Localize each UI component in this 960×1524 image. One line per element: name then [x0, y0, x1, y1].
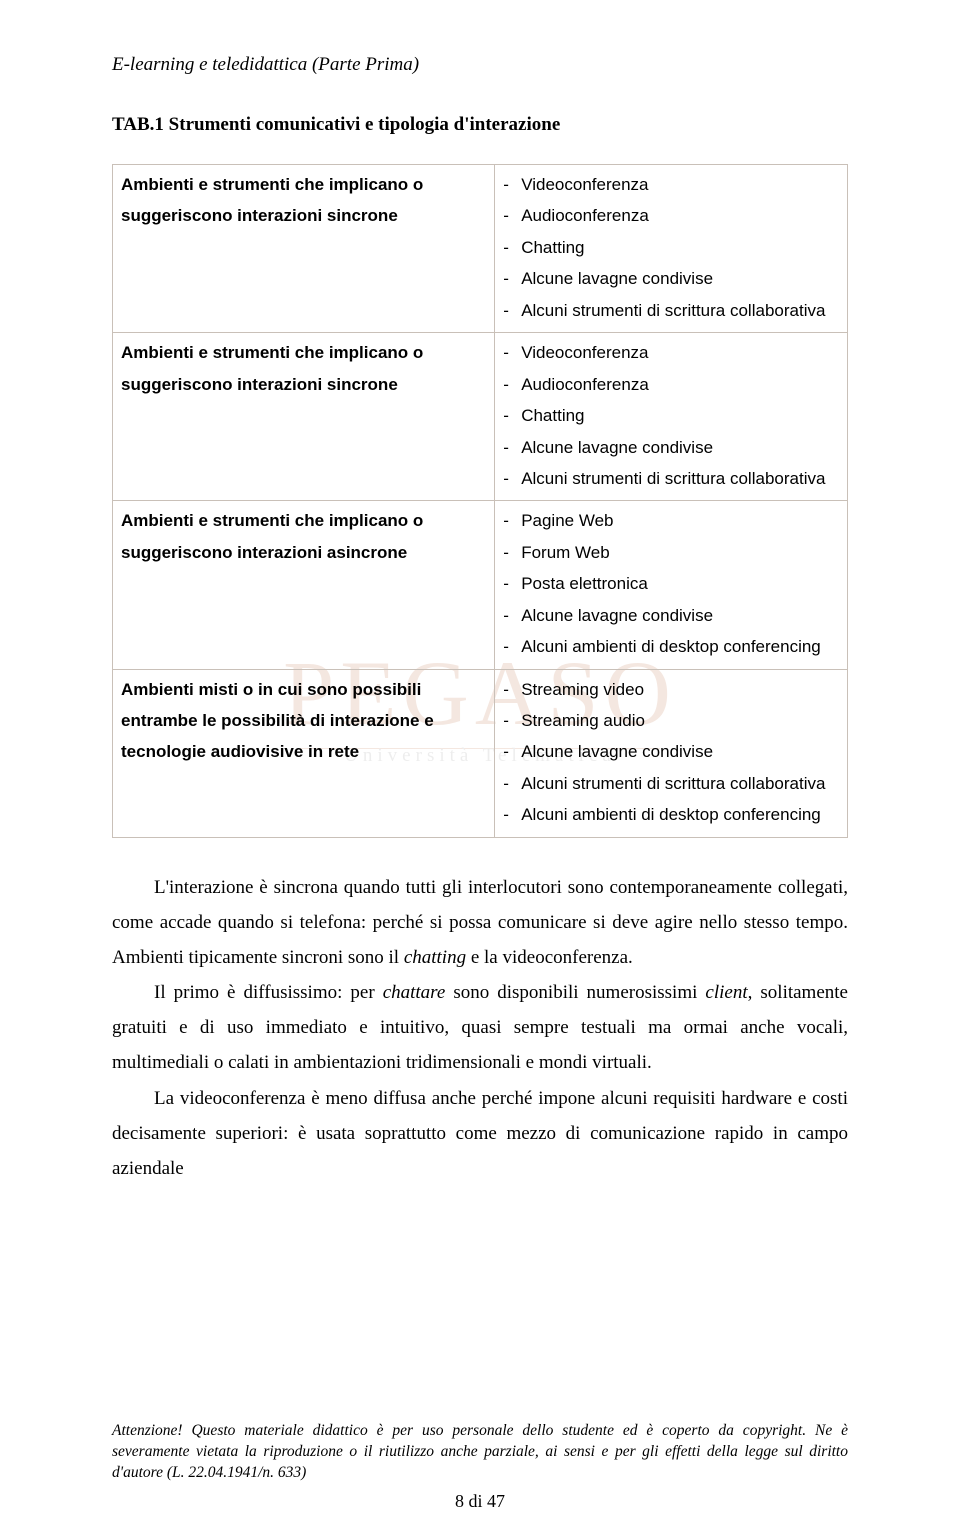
row-left-text: Ambienti e strumenti che implicano o sug…: [113, 501, 494, 574]
dash-icon: -: [503, 400, 521, 431]
list-item-text: Chatting: [521, 232, 584, 263]
table-cell-left: Ambienti e strumenti che implicano o sug…: [113, 333, 495, 501]
table-title-rest: Strumenti comunicativi e tipologia d'int…: [164, 114, 560, 135]
list-item: -Alcune lavagne condivise: [503, 736, 839, 767]
p2-italic-2: client: [705, 982, 747, 1003]
table-cell-left: Ambienti e strumenti che implicano o sug…: [113, 165, 495, 333]
list-item-text: Streaming video: [521, 674, 644, 705]
list-item-text: Alcuni ambienti di desktop conferencing: [521, 799, 821, 830]
list-item-text: Pagine Web: [521, 505, 613, 536]
content-table: Ambienti e strumenti che implicano o sug…: [112, 164, 848, 838]
list-item: -Streaming audio: [503, 705, 839, 736]
p2-part-c: sono disponibili numerosissimi: [445, 982, 705, 1003]
table-title-prefix: TAB.1: [112, 114, 164, 135]
list-item: -Alcune lavagne condivise: [503, 432, 839, 463]
list-item: -Alcune lavagne condivise: [503, 263, 839, 294]
table-cell-left: Ambienti misti o in cui sono possibili e…: [113, 669, 495, 837]
dash-icon: -: [503, 295, 521, 326]
paragraph-3: La videoconferenza è meno diffusa anche …: [112, 1081, 848, 1186]
running-header: E-learning e teledidattica (Parte Prima): [112, 54, 848, 76]
dash-icon: -: [503, 537, 521, 568]
list-item-text: Alcuni strumenti di scrittura collaborat…: [521, 295, 825, 326]
list-item-text: Alcune lavagne condivise: [521, 263, 713, 294]
table-cell-right: -Videoconferenza -Audioconferenza -Chatt…: [495, 165, 848, 333]
dash-icon: -: [503, 568, 521, 599]
dash-icon: -: [503, 169, 521, 200]
list-item-text: Alcuni strumenti di scrittura collaborat…: [521, 768, 825, 799]
list-item: -Alcuni strumenti di scrittura collabora…: [503, 768, 839, 799]
dash-icon: -: [503, 432, 521, 463]
list-item-text: Videoconferenza: [521, 337, 648, 368]
page: PEGASO Università Telematica E-learning …: [0, 0, 960, 1524]
list-item: -Posta elettronica: [503, 568, 839, 599]
dash-icon: -: [503, 600, 521, 631]
p2-part-a: Il primo è diffusissimo: per: [154, 982, 383, 1003]
list-item: -Videoconferenza: [503, 337, 839, 368]
table-cell-right: -Videoconferenza -Audioconferenza -Chatt…: [495, 333, 848, 501]
list-item-text: Streaming audio: [521, 705, 645, 736]
list-item: -Forum Web: [503, 537, 839, 568]
list-item-text: Audioconferenza: [521, 200, 649, 231]
dash-icon: -: [503, 337, 521, 368]
row-left-text: Ambienti e strumenti che implicano o sug…: [113, 333, 494, 406]
list-item: -Streaming video: [503, 674, 839, 705]
table-row: Ambienti e strumenti che implicano o sug…: [113, 165, 848, 333]
paragraph-2: Il primo è diffusissimo: per chattare so…: [112, 975, 848, 1080]
dash-icon: -: [503, 369, 521, 400]
page-number: 8 di 47: [0, 1491, 960, 1512]
list-item: -Alcuni ambienti di desktop conferencing: [503, 799, 839, 830]
table-cell-right: -Streaming video -Streaming audio -Alcun…: [495, 669, 848, 837]
list-item: -Videoconferenza: [503, 169, 839, 200]
content: E-learning e teledidattica (Parte Prima)…: [112, 54, 848, 1186]
list-item-text: Videoconferenza: [521, 169, 648, 200]
list-item: -Alcune lavagne condivise: [503, 600, 839, 631]
list-item-text: Chatting: [521, 400, 584, 431]
table-row: Ambienti e strumenti che implicano o sug…: [113, 333, 848, 501]
list-item: -Audioconferenza: [503, 369, 839, 400]
row-left-text: Ambienti misti o in cui sono possibili e…: [113, 670, 494, 774]
list-item: -Audioconferenza: [503, 200, 839, 231]
p1-part-c: e la videoconferenza.: [466, 947, 633, 968]
table-title: TAB.1 Strumenti comunicativi e tipologia…: [112, 114, 848, 136]
paragraph-1: L'interazione è sincrona quando tutti gl…: [112, 870, 848, 975]
list-item: -Alcuni ambienti di desktop conferencing: [503, 631, 839, 662]
table-cell-right: -Pagine Web -Forum Web -Posta elettronic…: [495, 501, 848, 669]
table-row: Ambienti e strumenti che implicano o sug…: [113, 501, 848, 669]
list-item-text: Alcuni strumenti di scrittura collaborat…: [521, 463, 825, 494]
dash-icon: -: [503, 200, 521, 231]
footer: Attenzione! Questo materiale didattico è…: [112, 1421, 848, 1484]
list-item-text: Alcune lavagne condivise: [521, 736, 713, 767]
dash-icon: -: [503, 674, 521, 705]
dash-icon: -: [503, 705, 521, 736]
table-cell-left: Ambienti e strumenti che implicano o sug…: [113, 501, 495, 669]
row-left-text: Ambienti e strumenti che implicano o sug…: [113, 165, 494, 238]
dash-icon: -: [503, 736, 521, 767]
body-paragraphs: L'interazione è sincrona quando tutti gl…: [112, 870, 848, 1186]
list-item-text: Posta elettronica: [521, 568, 648, 599]
list-item-text: Alcuni ambienti di desktop conferencing: [521, 631, 821, 662]
dash-icon: -: [503, 463, 521, 494]
list-item: -Pagine Web: [503, 505, 839, 536]
list-item: -Alcuni strumenti di scrittura collabora…: [503, 295, 839, 326]
table-row: Ambienti misti o in cui sono possibili e…: [113, 669, 848, 837]
list-item: -Alcuni strumenti di scrittura collabora…: [503, 463, 839, 494]
footer-text: Attenzione! Questo materiale didattico è…: [112, 1422, 848, 1481]
dash-icon: -: [503, 232, 521, 263]
dash-icon: -: [503, 768, 521, 799]
p2-italic-1: chattare: [383, 982, 446, 1003]
dash-icon: -: [503, 263, 521, 294]
list-item-text: Alcune lavagne condivise: [521, 432, 713, 463]
list-item-text: Forum Web: [521, 537, 610, 568]
list-item-text: Audioconferenza: [521, 369, 649, 400]
list-item: -Chatting: [503, 232, 839, 263]
list-item-text: Alcune lavagne condivise: [521, 600, 713, 631]
dash-icon: -: [503, 631, 521, 662]
list-item: -Chatting: [503, 400, 839, 431]
p1-italic: chatting: [404, 947, 466, 968]
dash-icon: -: [503, 505, 521, 536]
dash-icon: -: [503, 799, 521, 830]
